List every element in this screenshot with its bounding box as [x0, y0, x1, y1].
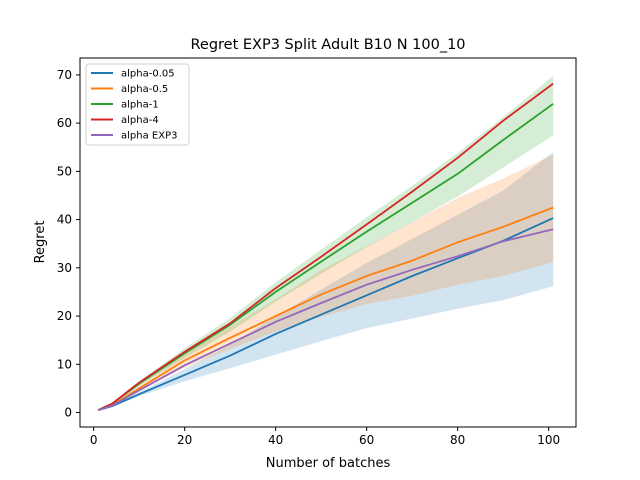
y-axis-label: Regret	[33, 221, 48, 264]
plot-frame	[79, 57, 577, 428]
y-tick-label-0: 0	[64, 406, 72, 420]
legend-label-1: alpha-0.5	[121, 84, 168, 95]
x-tick-label-3: 60	[359, 433, 374, 447]
band-0	[98, 152, 554, 411]
y-tick-label-1: 10	[57, 357, 72, 371]
series-line-3	[97, 82, 554, 411]
legend-label-3: alpha-4	[121, 115, 159, 126]
legend-label-4: alpha EXP3	[121, 131, 177, 142]
legend-label-0: alpha-0.05	[121, 69, 175, 80]
x-tick-label-1: 20	[177, 433, 192, 447]
y-tick-label-3: 30	[57, 261, 72, 275]
series-line-0	[97, 217, 554, 411]
legend-box	[85, 63, 190, 146]
y-tick-label-7: 70	[57, 68, 72, 82]
y-axis-ticks: 0 10 20 30 40 50 60 70	[57, 68, 80, 420]
y-tick-label-6: 60	[57, 116, 72, 130]
series-line-4	[97, 228, 554, 411]
x-tick-label-4: 80	[450, 433, 465, 447]
x-tick-label-2: 40	[268, 433, 283, 447]
x-axis-label: Number of batches	[266, 456, 391, 471]
legend: alpha-0.05 alpha-0.5 alpha-1 alpha-4 alpha E…	[85, 63, 190, 146]
legend-label-2: alpha-1	[121, 100, 159, 111]
y-tick-label-2: 20	[57, 309, 72, 323]
y-tick-label-4: 40	[57, 213, 72, 227]
series-line-1	[97, 206, 554, 411]
chart-title: Regret EXP3 Split Adult B10 N 100_10	[190, 37, 465, 53]
x-tick-label-5: 100	[537, 433, 560, 447]
x-tick-label-0: 0	[90, 433, 98, 447]
series-lines	[97, 82, 554, 411]
x-axis-ticks: 0 20 40 60 80 100	[90, 427, 560, 447]
y-tick-label-5: 50	[57, 164, 72, 178]
